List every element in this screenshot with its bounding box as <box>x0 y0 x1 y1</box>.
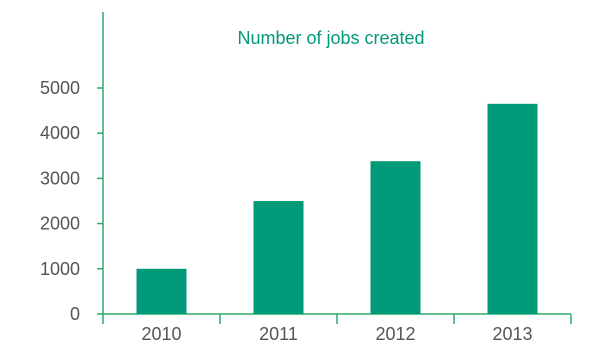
y-tick-label: 3000 <box>40 168 80 188</box>
x-axis-ticks: 2010 2011 2012 2013 <box>141 314 572 344</box>
y-tick-label: 0 <box>70 304 80 324</box>
y-tick-label: 5000 <box>40 78 80 98</box>
y-tick-label: 2000 <box>40 214 80 234</box>
y-tick-label: 1000 <box>40 259 80 279</box>
x-tick-label: 2012 <box>375 324 415 344</box>
bar-series <box>136 103 538 314</box>
y-axis-ticks: 0 1000 2000 3000 4000 5000 <box>40 78 103 324</box>
bar-2012 <box>370 161 421 314</box>
chart-title: Number of jobs created <box>237 28 424 48</box>
bar-2013 <box>487 103 538 314</box>
y-tick-label: 4000 <box>40 123 80 143</box>
bar-2011 <box>253 201 304 314</box>
x-tick-label: 2010 <box>141 324 181 344</box>
x-tick-label: 2013 <box>492 324 532 344</box>
x-tick-label: 2011 <box>259 324 298 344</box>
bar-2010 <box>136 268 187 314</box>
